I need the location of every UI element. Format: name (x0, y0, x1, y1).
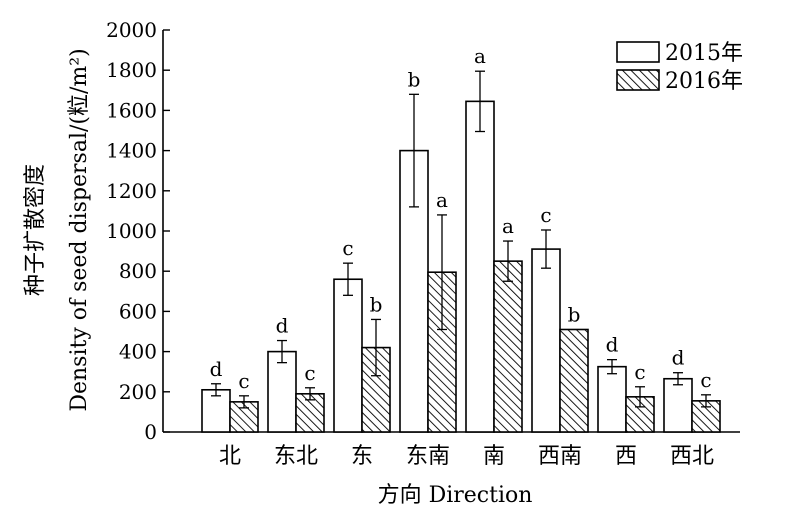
y-tick-label: 1200 (106, 179, 157, 203)
y-tick-label: 1400 (106, 139, 157, 163)
significance-label: a (474, 44, 486, 68)
significance-label: b (568, 302, 581, 326)
significance-label: a (502, 214, 514, 238)
y-axis-title-cn: 种子扩散密度 (23, 164, 48, 296)
bar-2015 (531, 248, 561, 433)
x-tick-label: 北 (219, 444, 241, 469)
significance-label: c (700, 368, 711, 392)
y-tick-label: 1600 (106, 98, 157, 122)
significance-label: b (408, 67, 421, 91)
bar-2015 (333, 278, 363, 433)
x-tick-label: 西 (615, 444, 637, 469)
bar-2015 (267, 350, 297, 433)
significance-label: d (210, 357, 223, 381)
bar-2016 (493, 260, 523, 433)
legend-label-2016: 2016年 (665, 69, 743, 94)
y-tick-label: 1000 (106, 219, 157, 243)
bar-2015 (597, 365, 627, 433)
significance-label: b (370, 292, 383, 316)
y-axis-title-en: Density of seed dispersal/(粒/m²) (67, 48, 92, 411)
plot-area: 0200400600800100012001400160018002000北dc… (106, 18, 740, 469)
significance-label: c (342, 236, 353, 260)
significance-label: d (606, 333, 619, 357)
x-tick-label: 西北 (670, 444, 714, 469)
significance-label: c (238, 369, 249, 393)
x-tick-label: 南 (483, 444, 505, 469)
significance-label: c (540, 203, 551, 227)
significance-label: d (276, 314, 289, 338)
y-tick-label: 400 (119, 340, 157, 364)
y-tick-label: 200 (119, 380, 157, 404)
legend-swatch-2015 (616, 41, 660, 63)
x-tick-label: 西南 (538, 444, 582, 469)
y-tick-label: 600 (119, 299, 157, 323)
significance-label: d (672, 346, 685, 370)
significance-label: c (304, 361, 315, 385)
x-axis-title: 方向 Direction (378, 483, 533, 508)
legend: 2015年 2016年 (616, 41, 743, 94)
y-tick-label: 800 (119, 259, 157, 283)
bar-2015 (465, 100, 495, 433)
bar-2016 (559, 328, 589, 433)
significance-label: a (436, 188, 448, 212)
y-tick-label: 2000 (106, 18, 157, 42)
legend-swatch-2016 (616, 69, 660, 91)
y-tick-label: 1800 (106, 58, 157, 82)
bar-2015 (663, 377, 693, 433)
bar-2015 (201, 388, 231, 433)
y-tick-label: 0 (144, 420, 157, 444)
x-tick-label: 东北 (274, 444, 318, 469)
x-tick-label: 东 (351, 444, 373, 469)
x-tick-label: 东南 (406, 444, 450, 469)
legend-label-2015: 2015年 (665, 41, 743, 66)
significance-label: c (634, 360, 645, 384)
